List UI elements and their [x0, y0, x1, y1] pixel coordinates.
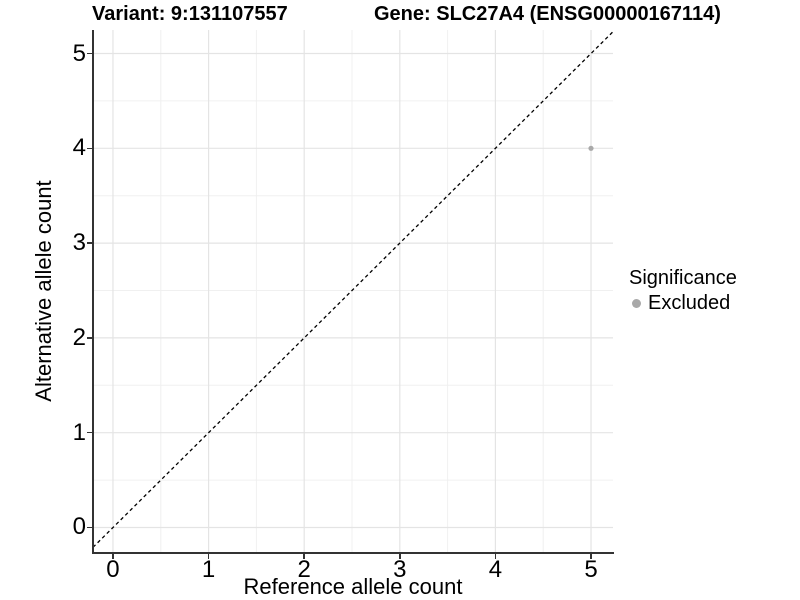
- x-tick-label: 4: [488, 556, 503, 583]
- y-tick-mark: [87, 526, 92, 529]
- y-tick-mark: [87, 147, 92, 150]
- y-tick-label: 3: [72, 229, 86, 257]
- y-axis-line: [92, 30, 94, 554]
- x-tick-mark: [494, 554, 497, 559]
- legend-item-excluded: Excluded: [629, 292, 737, 314]
- y-tick-label: 4: [72, 134, 86, 162]
- x-tick-mark: [590, 554, 592, 559]
- identity-line: [93, 31, 613, 548]
- gene-title: Gene: SLC27A4 (ENSG00000167114): [374, 3, 721, 25]
- excluded-point-icon: [632, 298, 641, 308]
- y-tick-mark: [87, 242, 92, 244]
- variant-title: Variant: 9:131107557: [92, 3, 288, 25]
- x-tick-label: 0: [106, 556, 120, 583]
- x-tick-label: 3: [393, 556, 407, 583]
- y-tick-mark: [87, 431, 92, 434]
- x-tick-mark: [303, 554, 305, 559]
- y-tick-label: 5: [72, 39, 86, 67]
- y-tick-mark: [87, 52, 92, 55]
- data-point: [588, 145, 594, 151]
- y-tick-label: 1: [72, 418, 86, 446]
- x-axis-line: [92, 552, 614, 554]
- x-tick-mark: [399, 554, 401, 559]
- plot-panel: [93, 30, 613, 553]
- y-tick-label: 0: [72, 513, 86, 541]
- y-tick-label: 2: [72, 323, 86, 351]
- x-tick-mark: [112, 554, 114, 559]
- legend-item-label: Excluded: [648, 292, 731, 314]
- plot-panel-svg: [93, 30, 613, 553]
- legend: Significance Excluded: [629, 266, 737, 314]
- x-tick-label: 2: [297, 556, 311, 583]
- x-tick-mark: [207, 554, 210, 559]
- legend-title: Significance: [629, 267, 737, 289]
- x-axis-title: Reference allele count: [243, 574, 463, 599]
- y-tick-mark: [87, 337, 92, 339]
- y-axis-title: Alternative allele count: [31, 180, 56, 402]
- x-tick-label: 5: [584, 556, 598, 583]
- x-tick-label: 1: [201, 556, 216, 583]
